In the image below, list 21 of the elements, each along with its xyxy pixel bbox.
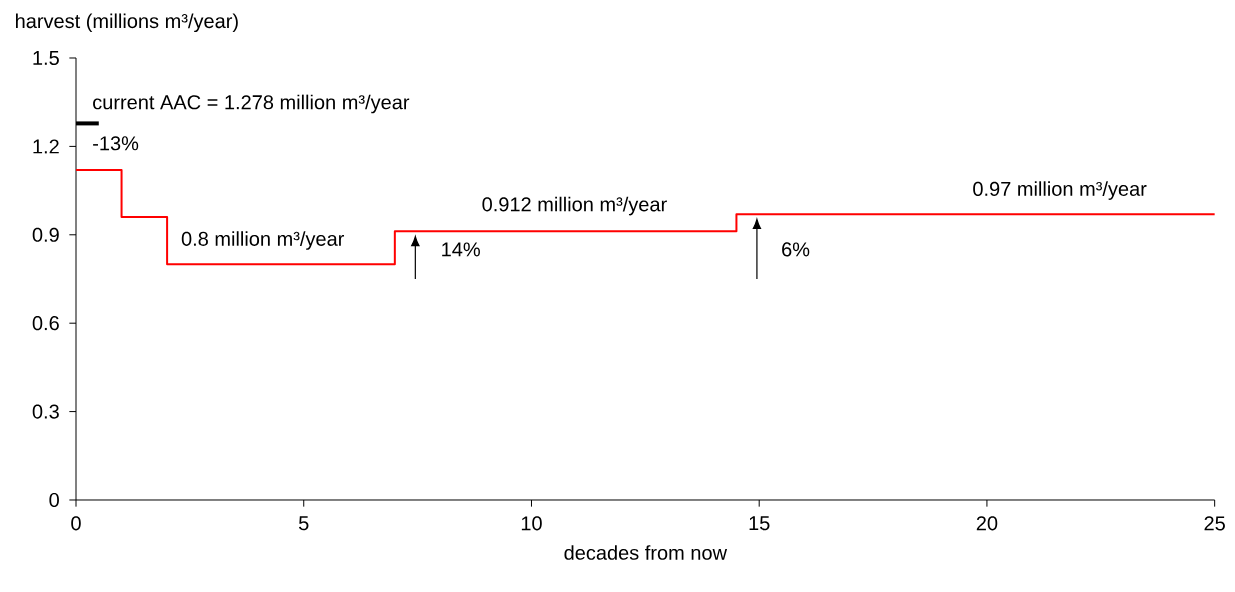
y-tick-label: 0.3 bbox=[32, 404, 59, 419]
y-tick-label: 0 bbox=[49, 492, 59, 508]
x-tick-label: 0 bbox=[71, 516, 81, 531]
x-axis-title: decades from now bbox=[564, 545, 728, 560]
y-tick-label: 0.9 bbox=[32, 227, 59, 242]
annotation: 0.97 million m³/year bbox=[973, 181, 1147, 200]
x-tick-label: 25 bbox=[1204, 516, 1225, 531]
x-tick-label: 10 bbox=[521, 516, 542, 531]
annotation: 6% bbox=[782, 242, 810, 257]
x-tick-label: 20 bbox=[976, 516, 998, 531]
annotation: 0.912 million m³/year bbox=[482, 196, 667, 216]
annotation: current AAC = 1.278 million m³/year bbox=[93, 94, 410, 114]
annotation: 0.8 million m³/year bbox=[181, 231, 345, 250]
annotation: 14% bbox=[442, 242, 480, 257]
y-tick-label: 0.6 bbox=[32, 316, 59, 331]
annotation: -13% bbox=[93, 136, 139, 151]
x-tick-label: 15 bbox=[749, 516, 770, 531]
x-tick-label: 5 bbox=[298, 516, 309, 531]
y-tick-label: 1.5 bbox=[33, 51, 59, 65]
y-axis-title: harvest (millions m³/year) bbox=[16, 13, 238, 33]
y-tick-label: 1.2 bbox=[33, 139, 59, 154]
